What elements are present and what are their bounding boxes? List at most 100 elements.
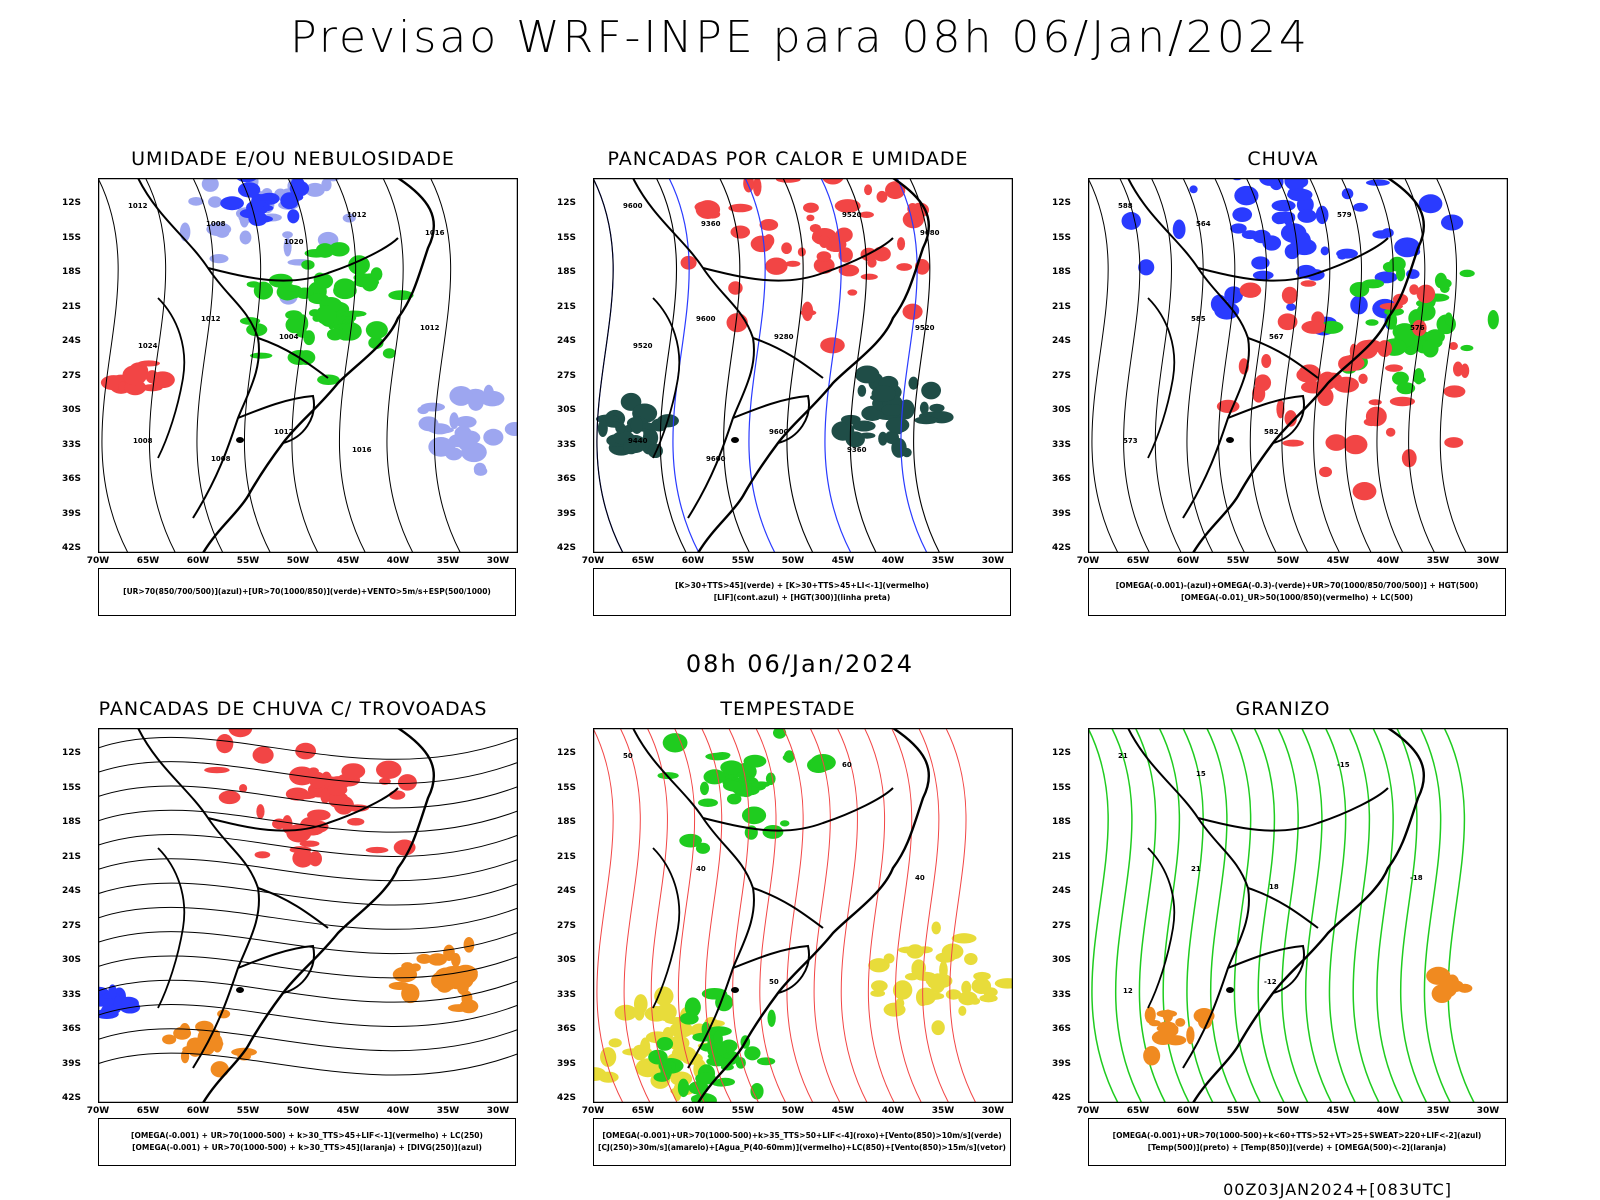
rain-green-area xyxy=(1422,339,1439,358)
lon-tick: 35W xyxy=(931,1106,955,1116)
map-frame xyxy=(1088,728,1508,1103)
wind-green-area xyxy=(756,1057,776,1066)
contour-line xyxy=(1150,178,1182,553)
jet-yellow-area xyxy=(911,959,926,978)
humidity-blue-area xyxy=(483,428,504,446)
contour-line xyxy=(782,728,814,1103)
wind-green-area xyxy=(751,781,770,788)
jet-yellow-area xyxy=(925,992,945,1000)
divergence-blue-area xyxy=(98,1009,119,1020)
contour-line xyxy=(701,728,733,1103)
jet-yellow-area xyxy=(945,989,962,1000)
rain-blue-area xyxy=(1315,205,1329,225)
map-frame xyxy=(593,178,1013,553)
convection-red-area xyxy=(896,263,913,271)
province-border xyxy=(652,297,681,459)
rain-red-area xyxy=(1444,437,1464,448)
lat-tick: 27S xyxy=(62,370,82,381)
legend-line: [OMEGA(-0.001) + UR>70(1000-500) + k>30_… xyxy=(132,1143,482,1152)
uruguay-border xyxy=(237,944,315,994)
rain-blue-area xyxy=(1138,259,1155,276)
convection-teal-area xyxy=(914,416,939,425)
rain-red-area xyxy=(1389,396,1416,407)
lon-tick: 70W xyxy=(1076,1106,1100,1116)
rain-red-area xyxy=(1363,418,1379,427)
humidity-green-area xyxy=(326,328,343,341)
rain-red-area xyxy=(1411,319,1427,337)
lat-tick: 15S xyxy=(62,232,82,243)
lat-tick: 36S xyxy=(557,1024,577,1034)
rain-blue-area xyxy=(1283,214,1294,226)
jet-yellow-area xyxy=(892,980,913,1000)
contour-line xyxy=(782,178,814,553)
rain-green-area xyxy=(1435,278,1452,289)
contour-line xyxy=(287,178,319,553)
lat-tick: 39S xyxy=(557,1058,577,1069)
contour-line xyxy=(1253,728,1285,1103)
contour-label: 585 xyxy=(1191,315,1206,323)
lon-tick: 30W xyxy=(981,556,1005,566)
storm-red-area xyxy=(347,817,365,826)
thickness-red-area xyxy=(137,360,160,367)
jet-yellow-area xyxy=(969,997,981,1005)
coastline xyxy=(1191,178,1426,553)
lon-tick: 65W xyxy=(136,556,160,566)
rain-blue-area xyxy=(1365,179,1390,186)
province-border xyxy=(652,847,681,1009)
convection-red-area xyxy=(801,301,814,322)
contour-line xyxy=(945,728,977,1103)
humidity-blue-area xyxy=(455,416,477,428)
lat-tick: 27S xyxy=(1052,370,1072,381)
rain-blue-area xyxy=(1350,295,1368,315)
convection-teal-area xyxy=(852,420,876,432)
wind-green-area xyxy=(743,754,767,768)
rain-red-area xyxy=(1377,340,1393,357)
lat-tick: 30S xyxy=(62,955,82,965)
contour-line xyxy=(1443,728,1475,1103)
contour-label: 1004 xyxy=(279,333,299,341)
jet-yellow-area xyxy=(961,980,972,995)
humidity-high-area xyxy=(280,192,299,210)
humidity-blue-area xyxy=(418,416,439,432)
rain-blue-area xyxy=(1372,230,1392,239)
lat-tick: 12S xyxy=(62,198,82,208)
lat-tick: 12S xyxy=(557,748,577,758)
storm-red-area xyxy=(327,783,348,796)
lon-tick: 35W xyxy=(931,556,955,566)
contour-label: 9600 xyxy=(623,202,643,210)
wind-green-area xyxy=(779,820,790,827)
convection-red-area xyxy=(763,234,775,248)
lon-tick: 55W xyxy=(236,556,260,566)
coastline xyxy=(696,728,931,1103)
wind-green-area xyxy=(653,1072,671,1082)
contour-label: -18 xyxy=(1410,874,1423,882)
contour-line xyxy=(593,178,624,553)
lon-tick: 55W xyxy=(236,1106,260,1116)
lat-tick: 33S xyxy=(557,439,577,450)
storm-red-area xyxy=(308,851,322,867)
storm-red-area xyxy=(228,728,253,738)
hail-orange-area xyxy=(1143,1045,1161,1066)
jet-yellow-area xyxy=(994,978,1013,989)
storm-orange-area xyxy=(210,1061,229,1078)
rain-red-area xyxy=(1252,384,1266,403)
humidity-blue-area xyxy=(201,178,219,192)
lon-tick: 55W xyxy=(731,1106,755,1116)
lat-tick: 12S xyxy=(62,748,82,758)
contour-line xyxy=(1372,728,1404,1103)
contour-label: 564 xyxy=(1196,220,1211,228)
contour-line xyxy=(1158,728,1190,1103)
rain-blue-area xyxy=(1259,178,1280,186)
coastline xyxy=(201,728,436,1103)
streamline xyxy=(98,736,518,760)
contour-line xyxy=(719,178,751,553)
storm-red-area xyxy=(272,818,287,830)
humidity-blue-area xyxy=(209,253,229,264)
convection-red-area xyxy=(834,199,861,213)
run-label: 00Z03JAN2024+[083UTC] xyxy=(1223,1180,1452,1199)
state-border xyxy=(207,237,399,282)
jet-yellow-area xyxy=(614,1004,638,1021)
contour-line xyxy=(430,178,461,553)
lat-tick: 27S xyxy=(1052,920,1072,931)
rain-blue-area xyxy=(1320,246,1329,256)
